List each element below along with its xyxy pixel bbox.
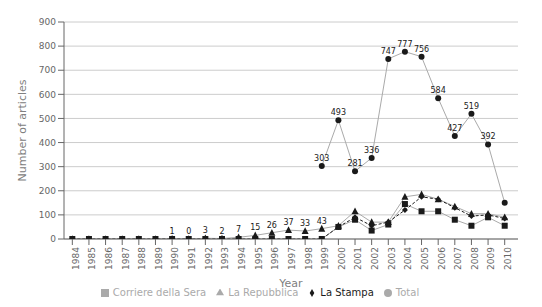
html-text:La Repubblica: La Repubblica bbox=[228, 287, 299, 298]
svg-text:1984: 1984 bbox=[71, 247, 81, 270]
svg-text:600: 600 bbox=[39, 90, 56, 100]
svg-text:493: 493 bbox=[331, 108, 346, 117]
svg-text:756: 756 bbox=[414, 45, 429, 54]
svg-text:26: 26 bbox=[267, 221, 277, 230]
svg-text:1: 1 bbox=[170, 227, 175, 236]
svg-text:500: 500 bbox=[39, 114, 56, 124]
svg-text:584: 584 bbox=[431, 86, 446, 95]
svg-text:2006: 2006 bbox=[437, 247, 447, 270]
svg-text:281: 281 bbox=[347, 159, 362, 168]
html-text:La Stampa: La Stampa bbox=[320, 287, 374, 298]
svg-text:427: 427 bbox=[447, 124, 462, 133]
svg-text:1989: 1989 bbox=[154, 247, 164, 270]
html-text:Total: Total bbox=[395, 287, 420, 298]
svg-text:2000: 2000 bbox=[337, 247, 347, 270]
svg-text:1992: 1992 bbox=[204, 247, 214, 270]
svg-text:37: 37 bbox=[283, 218, 293, 227]
svg-text:Number of articles: Number of articles bbox=[16, 79, 29, 181]
svg-text:2005: 2005 bbox=[420, 247, 430, 270]
svg-text:400: 400 bbox=[39, 138, 56, 148]
svg-text:0: 0 bbox=[50, 234, 56, 244]
svg-text:800: 800 bbox=[39, 41, 56, 51]
svg-text:300: 300 bbox=[39, 162, 56, 172]
svg-text:7: 7 bbox=[236, 225, 241, 234]
svg-text:1991: 1991 bbox=[187, 247, 197, 270]
svg-text:777: 777 bbox=[397, 40, 412, 49]
svg-text:519: 519 bbox=[464, 102, 479, 111]
svg-text:2010: 2010 bbox=[503, 247, 513, 270]
svg-text:1990: 1990 bbox=[170, 247, 180, 270]
svg-text:2009: 2009 bbox=[486, 247, 496, 270]
svg-text:2008: 2008 bbox=[470, 247, 480, 270]
svg-text:1999: 1999 bbox=[320, 247, 330, 270]
svg-text:1986: 1986 bbox=[104, 247, 114, 270]
svg-text:336: 336 bbox=[364, 146, 379, 155]
svg-text:100: 100 bbox=[39, 210, 56, 220]
html-text:Corriere della Sera: Corriere della Sera bbox=[112, 287, 207, 298]
svg-text:1996: 1996 bbox=[270, 247, 280, 270]
svg-text:900: 900 bbox=[39, 17, 56, 27]
svg-text:33: 33 bbox=[300, 219, 310, 228]
svg-text:1997: 1997 bbox=[287, 247, 297, 270]
svg-text:Year: Year bbox=[278, 277, 303, 290]
svg-text:1985: 1985 bbox=[87, 247, 97, 270]
svg-text:1994: 1994 bbox=[237, 247, 247, 270]
svg-text:1987: 1987 bbox=[121, 247, 131, 270]
svg-text:392: 392 bbox=[480, 132, 495, 141]
svg-text:2007: 2007 bbox=[453, 247, 463, 270]
svg-text:700: 700 bbox=[39, 65, 56, 75]
svg-text:2003: 2003 bbox=[387, 247, 397, 270]
svg-text:15: 15 bbox=[250, 223, 260, 232]
svg-text:1988: 1988 bbox=[137, 247, 147, 270]
svg-text:1993: 1993 bbox=[220, 247, 230, 270]
svg-text:1998: 1998 bbox=[304, 247, 314, 270]
svg-text:2001: 2001 bbox=[353, 247, 363, 270]
svg-text:2: 2 bbox=[219, 227, 224, 236]
svg-text:3: 3 bbox=[203, 226, 208, 235]
svg-text:747: 747 bbox=[381, 47, 396, 56]
svg-text:0: 0 bbox=[186, 227, 191, 236]
svg-text:200: 200 bbox=[39, 186, 56, 196]
svg-text:2004: 2004 bbox=[403, 247, 413, 270]
svg-text:1995: 1995 bbox=[254, 247, 264, 270]
svg-text:2002: 2002 bbox=[370, 247, 380, 270]
svg-text:303: 303 bbox=[314, 154, 329, 163]
svg-text:43: 43 bbox=[317, 217, 327, 226]
